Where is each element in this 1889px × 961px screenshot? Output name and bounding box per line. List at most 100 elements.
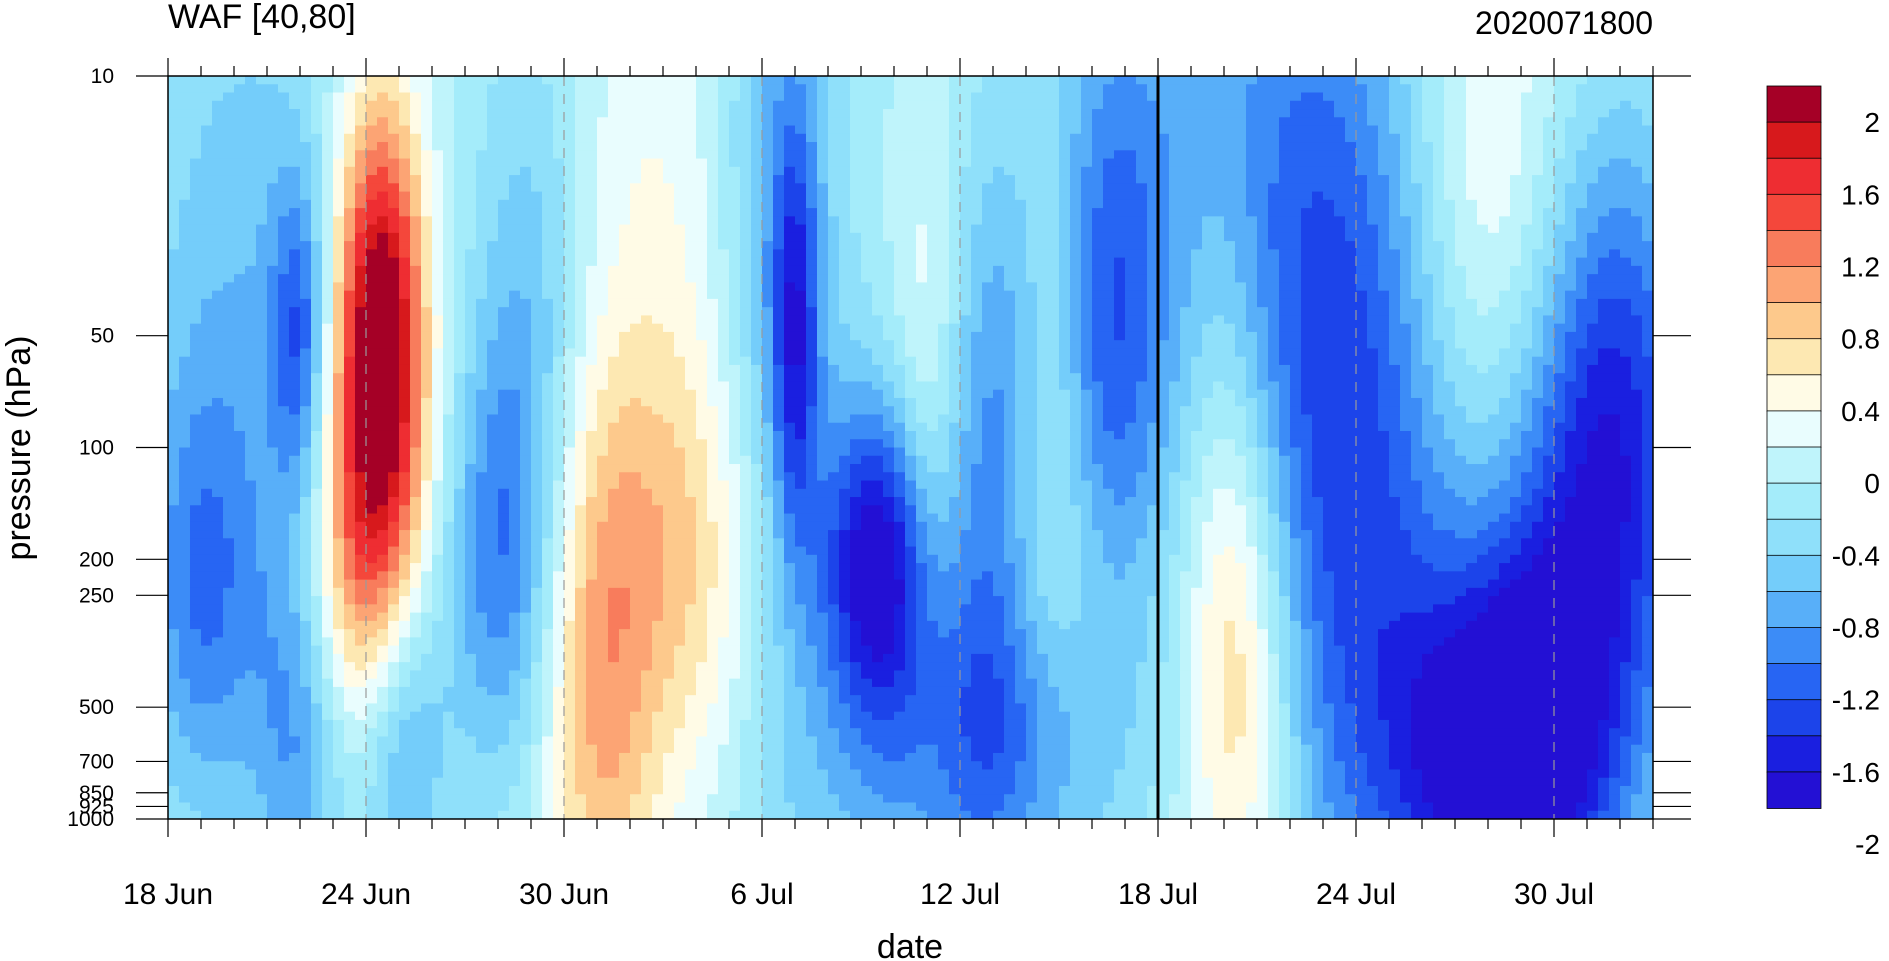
contour-cell [531, 282, 543, 291]
contour-cell [410, 315, 422, 324]
contour-cell [773, 225, 785, 234]
contour-cell [322, 456, 334, 465]
contour-cell [718, 538, 730, 547]
contour-cell [696, 489, 708, 498]
contour-cell [531, 670, 543, 679]
contour-cell [630, 76, 642, 85]
contour-cell [773, 390, 785, 399]
contour-cell [355, 456, 367, 465]
contour-cell [245, 439, 257, 448]
contour-cell [685, 373, 697, 382]
contour-cell [685, 200, 697, 209]
contour-cell [542, 398, 554, 407]
contour-cell [663, 266, 675, 275]
contour-cell [410, 324, 422, 333]
contour-cell [179, 348, 191, 357]
contour-cell [707, 514, 719, 523]
contour-cell [278, 530, 290, 539]
contour-cell [542, 315, 554, 324]
contour-cell [245, 390, 257, 399]
contour-cell [278, 522, 290, 531]
contour-cell [707, 670, 719, 679]
contour-cell [542, 324, 554, 333]
contour-cell [608, 406, 620, 415]
contour-cell [718, 258, 730, 267]
contour-cell [487, 167, 499, 176]
contour-cell [762, 225, 774, 234]
contour-cell [421, 687, 433, 696]
contour-cell [586, 538, 598, 547]
contour-cell [278, 76, 290, 85]
contour-cell [388, 332, 400, 341]
contour-cell [608, 778, 620, 787]
contour-cell [201, 76, 213, 85]
contour-cell [410, 563, 422, 572]
contour-cell [564, 489, 576, 498]
contour-cell [421, 745, 433, 754]
contour-cell [553, 580, 565, 589]
contour-cell [696, 530, 708, 539]
contour-cell [630, 291, 642, 300]
contour-cell [729, 448, 741, 457]
contour-cell [377, 274, 389, 283]
contour-cell [729, 150, 741, 159]
contour-cell [685, 662, 697, 671]
contour-cell [630, 134, 642, 143]
contour-cell [553, 778, 565, 787]
contour-cell [432, 555, 444, 564]
contour-cell [674, 695, 686, 704]
contour-cell [289, 670, 301, 679]
contour-cell [355, 142, 367, 151]
contour-cell [289, 712, 301, 721]
contour-cell [707, 712, 719, 721]
contour-cell [520, 580, 532, 589]
contour-cell [256, 406, 268, 415]
contour-cell [652, 769, 664, 778]
contour-cell [399, 183, 411, 192]
contour-cell [542, 794, 554, 803]
contour-cell [641, 167, 653, 176]
contour-cell [421, 175, 433, 184]
contour-cell [619, 167, 631, 176]
contour-cell [201, 794, 213, 803]
contour-cell [278, 233, 290, 242]
contour-cell [190, 472, 202, 481]
contour-cell [762, 481, 774, 490]
contour-cell [487, 596, 499, 605]
contour-cell [223, 365, 235, 374]
contour-cell [377, 183, 389, 192]
contour-cell [476, 357, 488, 366]
contour-cell [410, 208, 422, 217]
contour-cell [234, 249, 246, 258]
contour-cell [740, 142, 752, 151]
contour-cell [344, 225, 356, 234]
contour-cell [410, 514, 422, 523]
contour-cell [311, 167, 323, 176]
contour-cell [531, 794, 543, 803]
contour-cell [432, 489, 444, 498]
contour-cell [564, 208, 576, 217]
contour-cell [278, 249, 290, 258]
contour-cell [410, 167, 422, 176]
contour-cell [355, 786, 367, 795]
contour-cell [245, 183, 257, 192]
contour-cell [300, 101, 312, 110]
contour-cell [564, 324, 576, 333]
contour-cell [322, 646, 334, 655]
contour-cell [366, 192, 378, 201]
contour-cell [597, 613, 609, 622]
contour-cell [553, 101, 565, 110]
contour-cell [531, 621, 543, 630]
contour-cell [190, 307, 202, 316]
contour-cell [498, 315, 510, 324]
contour-cell [201, 547, 213, 556]
contour-cell [410, 794, 422, 803]
contour-cell [641, 596, 653, 605]
contour-cell [663, 670, 675, 679]
contour-cell [344, 282, 356, 291]
contour-cell [355, 406, 367, 415]
contour-cell [256, 596, 268, 605]
contour-cell [685, 423, 697, 432]
contour-cell [762, 769, 774, 778]
contour-cell [256, 580, 268, 589]
